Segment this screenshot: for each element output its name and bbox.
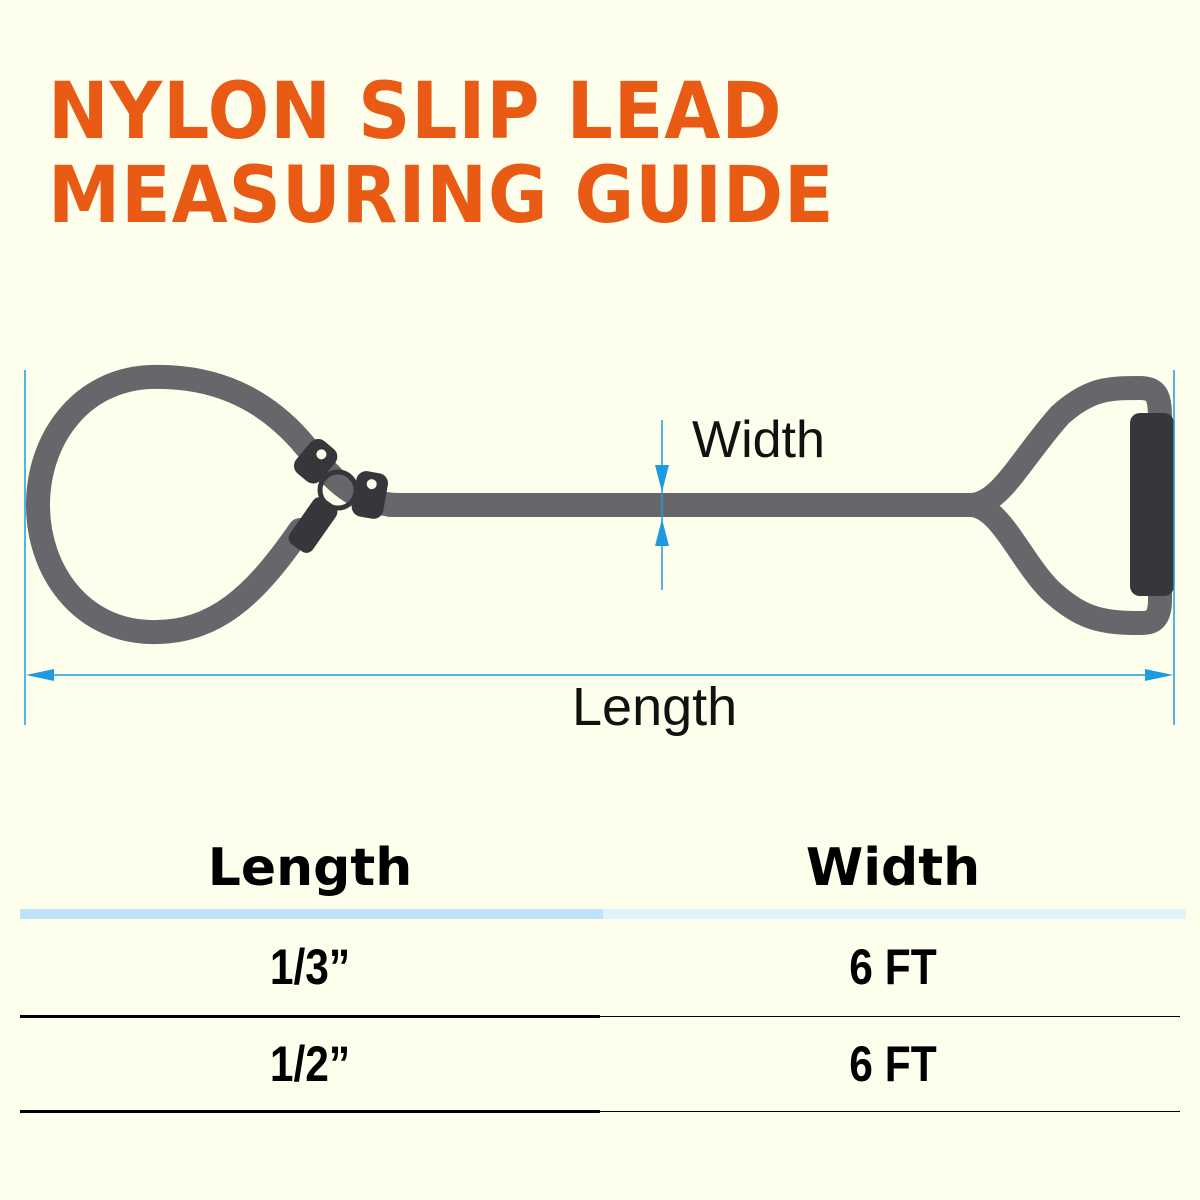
leash-loop bbox=[25, 364, 412, 645]
header-underline-right bbox=[603, 909, 1186, 919]
stopper-tab-2 bbox=[351, 471, 388, 519]
length-label: Length bbox=[572, 677, 738, 737]
length-arrow-left bbox=[26, 669, 54, 681]
length-arrow-right bbox=[1145, 669, 1173, 681]
page-title: NYLON SLIP LEAD MEASURING GUIDE bbox=[48, 70, 835, 238]
handle-grip bbox=[1130, 413, 1174, 596]
row-1-length: 1/3” bbox=[269, 939, 351, 995]
o-ring bbox=[317, 469, 359, 511]
width-label: Width bbox=[692, 411, 825, 469]
leash-handle bbox=[958, 375, 1172, 636]
slip-sleeve bbox=[288, 497, 338, 553]
row-divider bbox=[600, 1111, 1180, 1112]
leash-illustration bbox=[25, 364, 1172, 645]
row-divider bbox=[20, 1110, 600, 1113]
row-2-width: 6 FT bbox=[849, 1036, 937, 1092]
width-arrow-top bbox=[655, 465, 669, 492]
header-length: Length bbox=[207, 838, 413, 898]
row-divider bbox=[20, 1015, 600, 1018]
stopper-tab-1 bbox=[293, 438, 338, 484]
measurement-lines bbox=[24, 370, 1175, 725]
row-2-length: 1/2” bbox=[269, 1036, 351, 1092]
title-line-2: MEASURING GUIDE bbox=[48, 151, 835, 241]
width-arrow-bottom bbox=[655, 519, 669, 546]
header-width: Width bbox=[805, 838, 981, 898]
row-divider bbox=[600, 1016, 1180, 1017]
title-line-1: NYLON SLIP LEAD bbox=[48, 67, 783, 157]
row-1-width: 6 FT bbox=[849, 939, 937, 995]
header-underline-left bbox=[20, 909, 603, 919]
leash-hardware bbox=[288, 413, 1174, 596]
